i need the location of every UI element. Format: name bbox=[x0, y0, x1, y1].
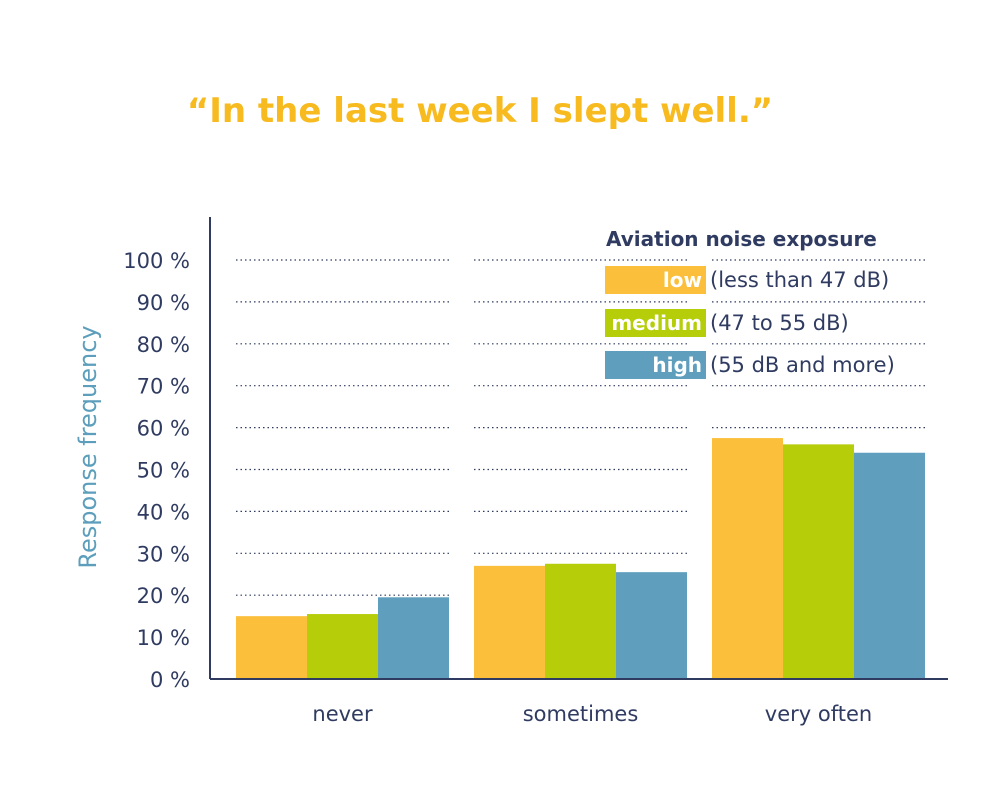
category-label: very often bbox=[765, 702, 872, 726]
legend: Aviation noise exposure low (less than 47… bbox=[605, 227, 895, 379]
legend-items: low (less than 47 dB) medium (47 to 55 dB) h… bbox=[605, 266, 895, 379]
legend-desc-medium: (47 to 55 dB) bbox=[710, 311, 849, 335]
y-tick-labels: 0 % 10 % 20 % 30 % 40 % 50 % 60 % 70 % 80 % 90 % 1… bbox=[123, 249, 190, 692]
bar-medium-never bbox=[307, 614, 378, 679]
chart-title: “In the last week I slept well.” bbox=[187, 91, 773, 131]
y-tick-label: 20 % bbox=[137, 584, 190, 608]
bar-medium-sometimes bbox=[545, 563, 616, 679]
bars bbox=[236, 438, 925, 679]
y-tick-label: 90 % bbox=[137, 291, 190, 315]
bar-low-sometimes bbox=[474, 565, 545, 679]
bar-medium-very-often bbox=[783, 444, 854, 679]
bar-high-never bbox=[378, 597, 449, 679]
y-tick-label: 60 % bbox=[137, 417, 190, 441]
bar-high-sometimes bbox=[616, 572, 687, 679]
bar-low-very-often bbox=[712, 438, 783, 679]
category-label: never bbox=[312, 702, 373, 726]
y-tick-label: 70 % bbox=[137, 375, 190, 399]
legend-swatch-medium bbox=[605, 309, 706, 337]
category-labels: never sometimes very often bbox=[312, 702, 872, 726]
bar-high-very-often bbox=[854, 452, 925, 679]
legend-key-low: low bbox=[663, 268, 702, 292]
y-tick-label: 10 % bbox=[137, 626, 190, 650]
y-tick-label: 0 % bbox=[150, 668, 190, 692]
legend-swatch-high bbox=[605, 351, 706, 379]
axes bbox=[209, 217, 948, 680]
legend-desc-low: (less than 47 dB) bbox=[710, 268, 889, 292]
legend-key-medium: medium bbox=[611, 311, 702, 335]
y-tick-label: 100 % bbox=[123, 249, 190, 273]
legend-title: Aviation noise exposure bbox=[606, 227, 877, 251]
legend-desc-high: (55 dB and more) bbox=[710, 353, 895, 377]
bar-low-never bbox=[236, 616, 307, 679]
y-tick-label: 30 % bbox=[137, 542, 190, 566]
category-label: sometimes bbox=[523, 702, 639, 726]
legend-swatch-low bbox=[605, 266, 706, 294]
y-tick-label: 80 % bbox=[137, 333, 190, 357]
legend-key-high: high bbox=[652, 353, 702, 377]
y-tick-label: 50 % bbox=[137, 459, 190, 483]
y-axis-label: Response frequency bbox=[74, 325, 102, 568]
y-tick-label: 40 % bbox=[137, 500, 190, 524]
